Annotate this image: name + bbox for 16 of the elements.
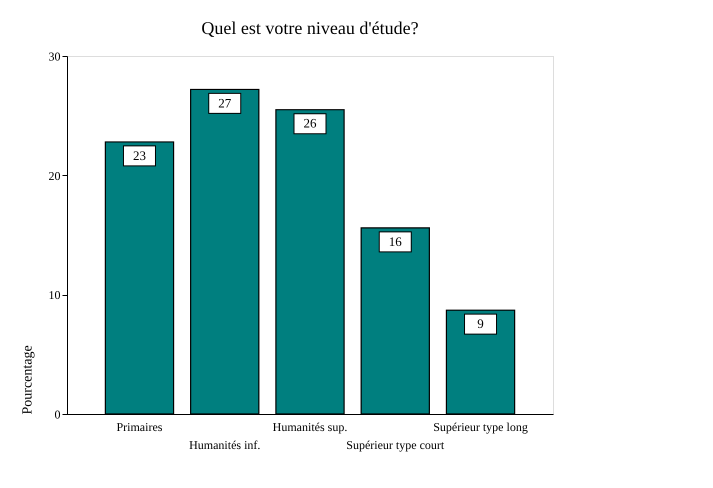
- chart-title: Quel est votre niveau d'étude?: [201, 18, 419, 38]
- data-label: 23: [132, 148, 146, 163]
- x-tick-label: Primaires: [116, 420, 163, 434]
- data-label: 27: [218, 95, 232, 110]
- data-label: 26: [304, 116, 317, 131]
- y-tick-label: 10: [48, 288, 60, 302]
- y-axis-title: Pourcentage: [20, 345, 36, 414]
- x-tick-label: Humanités inf.: [189, 438, 260, 452]
- y-tick-label: 0: [54, 408, 60, 422]
- x-tick-label: Supérieur type court: [346, 438, 445, 452]
- data-label: 16: [388, 234, 402, 249]
- data-label: 9: [477, 316, 484, 332]
- y-tick-label: 20: [48, 168, 60, 183]
- y-tick-label: 30: [48, 50, 60, 64]
- x-tick-label: Supérieur type long: [433, 420, 528, 434]
- x-tick-label: Humanités sup.: [272, 420, 348, 434]
